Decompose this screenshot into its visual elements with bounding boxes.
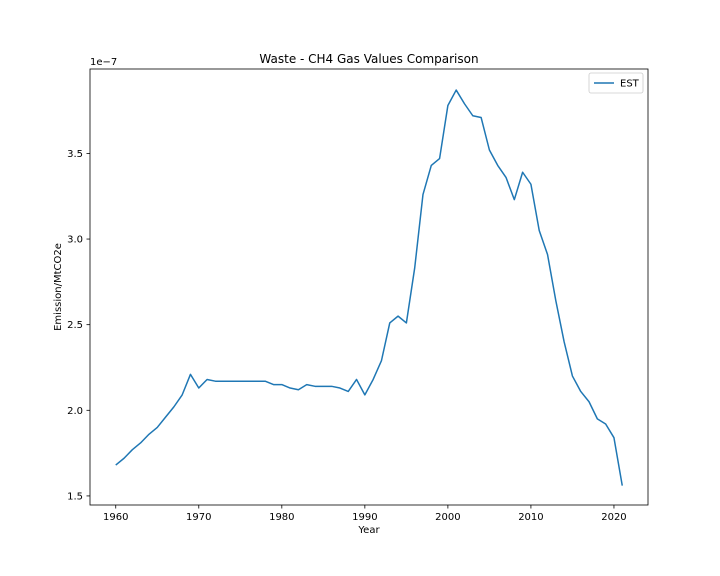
y-tick-label: 1.5 (67, 491, 83, 502)
legend: EST (588, 72, 644, 94)
x-tick-label: 2020 (601, 512, 626, 523)
legend-box (588, 72, 644, 94)
plot-frame (89, 68, 649, 506)
plot-area (90, 69, 648, 505)
x-tick-label: 1960 (103, 512, 128, 523)
x-tick-label: 2000 (435, 512, 460, 523)
x-tick-label: 1990 (352, 512, 377, 523)
y-axis-label: Emission/MtCO2e (53, 243, 64, 331)
chart-title: Waste - CH4 Gas Values Comparison (259, 52, 478, 66)
y-tick-label: 2.0 (67, 406, 83, 417)
legend-label-est: EST (620, 79, 640, 90)
series-layer (115, 89, 623, 486)
x-tick-label: 2010 (518, 512, 543, 523)
y-tick-label: 2.5 (67, 320, 83, 331)
y-offset-label: 1e−7 (90, 57, 117, 68)
y-tick-label: 3.5 (67, 149, 83, 160)
x-tick-label: 1980 (269, 512, 294, 523)
series-line-est (115, 89, 623, 486)
y-axis-ticks: 1.5 2.0 2.5 3.0 3.5 (67, 149, 90, 502)
y-tick-label: 3.0 (67, 235, 83, 246)
x-tick-label: 1970 (186, 512, 211, 523)
x-axis-label: Year (357, 525, 380, 536)
x-axis-ticks: 1960 1970 1980 1990 2000 2010 2020 (103, 505, 627, 523)
